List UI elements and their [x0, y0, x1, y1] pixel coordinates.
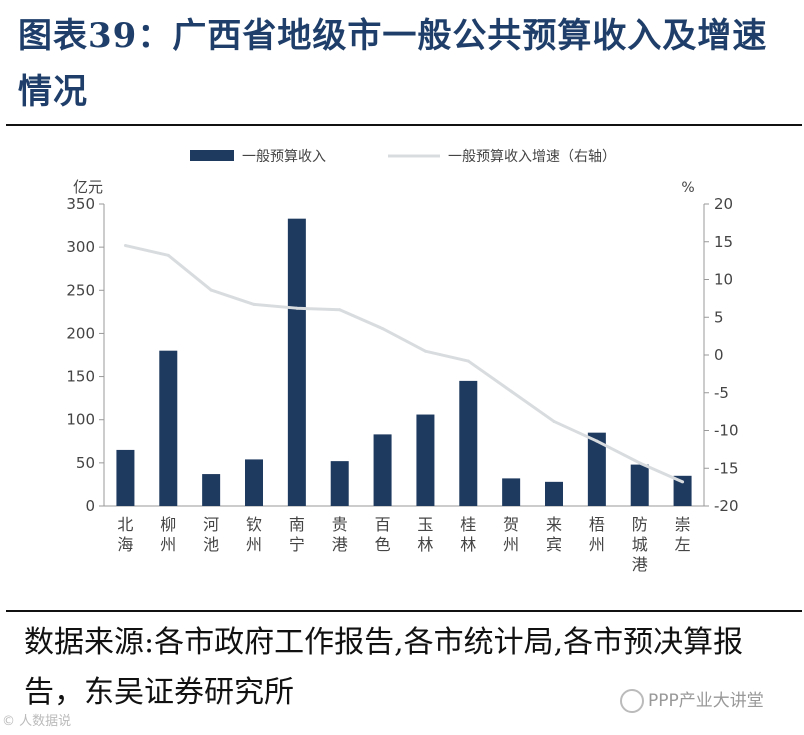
x-label-柳州: 柳州 [160, 515, 176, 554]
x-label-桂林: 桂林 [460, 515, 476, 554]
left-tick-label: 150 [66, 368, 95, 386]
left-tick-label: 300 [66, 238, 95, 256]
growth-point-玉林 [423, 349, 427, 353]
x-label-百色: 百色 [375, 515, 391, 554]
growth-point-河池 [209, 288, 213, 292]
growth-point-崇左 [681, 480, 685, 484]
bar-百色 [373, 434, 392, 506]
bar-北海 [116, 449, 135, 506]
figure-title: 图表39：广西省地级市一般公共预算收入及增速情况 [18, 16, 768, 112]
bar-玉林 [416, 414, 435, 506]
growth-point-南宁 [295, 306, 299, 310]
x-label-玉林: 玉林 [417, 515, 433, 554]
growth-point-北海 [123, 244, 127, 248]
bar-line-chart: 一般预算收入 一般预算收入增速（右轴） 亿元 %050100150200250300… [66, 149, 738, 574]
x-label-南宁: 南宁 [289, 515, 305, 554]
left-tick-label: 0 [85, 497, 95, 515]
right-tick-label: 15 [714, 233, 733, 251]
growth-point-钦州 [252, 302, 256, 306]
growth-point-贺州 [509, 389, 513, 393]
wechat-logo-icon [620, 689, 644, 713]
watermark-right-text: PPP产业大讲堂 [648, 691, 764, 711]
top-rule [6, 124, 802, 126]
x-label-防城港: 防城港 [632, 515, 648, 574]
legend: 一般预算收入 一般预算收入增速（右轴） [190, 149, 616, 165]
bar-河池 [202, 474, 221, 506]
bars [116, 218, 692, 506]
x-label-崇左: 崇左 [675, 515, 691, 554]
bottom-rule [6, 610, 802, 612]
x-label-北海: 北海 [117, 515, 133, 554]
bar-南宁 [287, 218, 306, 506]
growth-point-柳州 [166, 253, 170, 257]
right-tick-label: 5 [714, 308, 724, 326]
growth-point-防城港 [638, 461, 642, 465]
growth-point-桂林 [466, 359, 470, 363]
bar-来宾 [545, 481, 563, 506]
bar-梧州 [587, 432, 606, 506]
x-label-梧州: 梧州 [589, 515, 605, 554]
bar-贵港 [330, 461, 349, 506]
growth-point-梧州 [595, 439, 599, 443]
right-tick-label: 0 [714, 346, 724, 364]
right-tick-label: -5 [714, 384, 729, 402]
growth-line [125, 244, 684, 484]
bar-崇左 [673, 475, 692, 506]
bar-柳州 [159, 350, 178, 506]
left-tick-label: 250 [66, 281, 95, 299]
legend-label-line: 一般预算收入增速（右轴） [448, 149, 616, 165]
growth-point-百色 [381, 327, 385, 331]
growth-point-贵港 [338, 308, 342, 312]
x-label-钦州: 钦州 [246, 515, 262, 554]
x-label-来宾: 来宾 [546, 515, 562, 554]
left-tick-label: 200 [66, 324, 95, 342]
source-note: 数据来源:各市政府工作报告,各市统计局,各市预决算报告，东吴证券研究所 [24, 625, 744, 710]
left-tick-label: 100 [66, 411, 95, 429]
watermark-left: © 人数据说 [2, 714, 72, 729]
bar-贺州 [502, 478, 521, 506]
right-tick-label: -10 [714, 422, 739, 440]
x-label-贺州: 贺州 [503, 515, 519, 554]
legend-swatch-bar [190, 150, 234, 161]
x-label-贵港: 贵港 [332, 515, 348, 554]
growth-point-来宾 [552, 419, 556, 423]
legend-label-bar: 一般预算收入 [242, 149, 326, 165]
right-axis-unit: % [681, 180, 694, 196]
right-tick-label: 20 [714, 195, 733, 213]
left-axis-unit: 亿元 [73, 178, 103, 196]
left-tick-label: 350 [66, 195, 95, 213]
bar-钦州 [245, 459, 263, 506]
growth-line-group [123, 244, 685, 484]
right-tick-label: -15 [714, 459, 739, 477]
watermark-right: PPP产业大讲堂 [620, 686, 764, 713]
right-tick-label: -20 [714, 497, 739, 515]
axes: 亿元 % 0 50 100 150 200 250 300 350 -20 -15 -10 -5 0 5 10 1… [66, 178, 738, 515]
x-label-河池: 河池 [203, 515, 219, 554]
left-tick-label: 50 [76, 454, 95, 472]
bar-防城港 [630, 464, 649, 506]
right-tick-label: 10 [714, 271, 733, 289]
bar-桂林 [459, 380, 478, 506]
